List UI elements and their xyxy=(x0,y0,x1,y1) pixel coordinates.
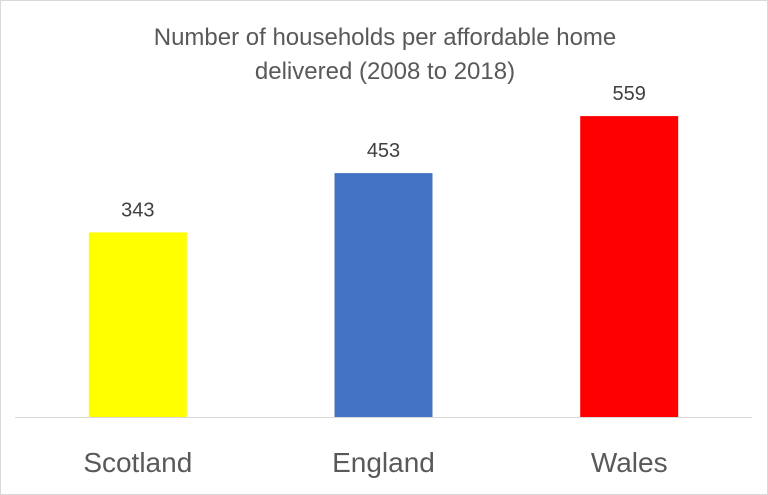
chart-title-line-1: Number of households per affordable home xyxy=(153,24,617,51)
bar-scotland xyxy=(88,232,187,417)
category-label-wales: Wales xyxy=(591,447,668,478)
chart-title-line-2: delivered (2008 to 2018) xyxy=(254,58,516,85)
data-label-england: 453 xyxy=(367,140,400,162)
bar-wales xyxy=(580,116,679,417)
category-label-scotland: Scotland xyxy=(83,447,192,478)
chart-title: Number of households per affordable home… xyxy=(1,21,768,89)
data-label-wales: 559 xyxy=(613,83,646,105)
data-label-scotland: 343 xyxy=(121,199,154,221)
category-label-england: England xyxy=(332,447,435,478)
bar-england xyxy=(334,173,433,417)
